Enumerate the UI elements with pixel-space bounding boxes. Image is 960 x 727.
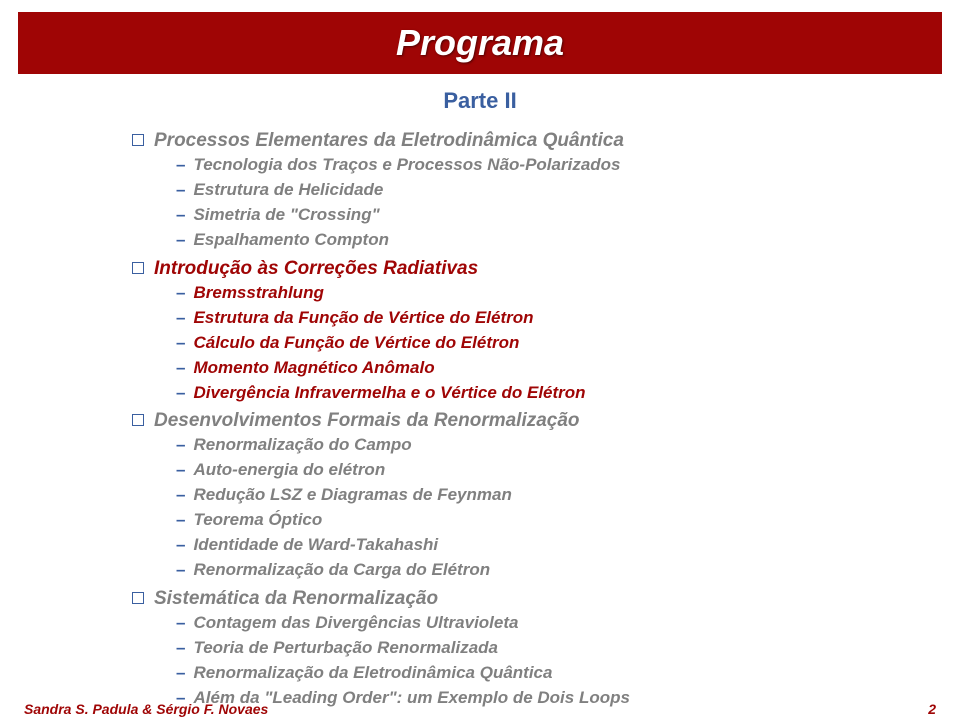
section-heading: Sistemática da Renormalização: [132, 588, 960, 610]
item-text: Cálculo da Função de Vértice do Elétron: [193, 332, 519, 355]
outline-item: –Contagem das Divergências Ultravioleta: [176, 612, 960, 635]
outline-item: –Redução LSZ e Diagramas de Feynman: [176, 484, 960, 507]
item-text: Tecnologia dos Traços e Processos Não-Po…: [193, 154, 620, 177]
item-text: Teorema Óptico: [193, 509, 322, 532]
dash-icon: –: [176, 230, 185, 250]
item-text: Divergência Infravermelha e o Vértice do…: [193, 382, 585, 405]
dash-icon: –: [176, 435, 185, 455]
outline-item: –Teorema Óptico: [176, 509, 960, 532]
dash-icon: –: [176, 383, 185, 403]
item-text: Renormalização do Campo: [193, 434, 411, 457]
dash-icon: –: [176, 535, 185, 555]
item-text: Redução LSZ e Diagramas de Feynman: [193, 484, 511, 507]
outline-item: –Identidade de Ward-Takahashi: [176, 534, 960, 557]
outline-item: –Teoria de Perturbação Renormalizada: [176, 637, 960, 660]
square-bullet-icon: [132, 414, 144, 426]
section-label: Desenvolvimentos Formais da Renormalizaç…: [154, 410, 580, 432]
section-heading: Introdução às Correções Radiativas: [132, 258, 960, 280]
outline-item: –Momento Magnético Anômalo: [176, 357, 960, 380]
square-bullet-icon: [132, 592, 144, 604]
outline-item: –Estrutura de Helicidade: [176, 179, 960, 202]
section-heading: Processos Elementares da Eletrodinâmica …: [132, 130, 960, 152]
item-text: Identidade de Ward-Takahashi: [193, 534, 438, 557]
page-title: Programa: [396, 22, 564, 64]
dash-icon: –: [176, 155, 185, 175]
section-label: Processos Elementares da Eletrodinâmica …: [154, 130, 624, 152]
dash-icon: –: [176, 358, 185, 378]
item-text: Auto-energia do elétron: [193, 459, 385, 482]
item-text: Renormalização da Eletrodinâmica Quântic…: [193, 662, 552, 685]
dash-icon: –: [176, 283, 185, 303]
subtitle: Parte II: [0, 88, 960, 114]
item-text: Bremsstrahlung: [193, 282, 323, 305]
item-text: Estrutura da Função de Vértice do Elétro…: [193, 307, 533, 330]
outline-item: –Espalhamento Compton: [176, 229, 960, 252]
outline-item: –Tecnologia dos Traços e Processos Não-P…: [176, 154, 960, 177]
dash-icon: –: [176, 638, 185, 658]
outline-item: –Renormalização da Eletrodinâmica Quânti…: [176, 662, 960, 685]
outline-item: –Bremsstrahlung: [176, 282, 960, 305]
content-area: Parte II Processos Elementares da Eletro…: [0, 74, 960, 710]
section-heading: Desenvolvimentos Formais da Renormalizaç…: [132, 410, 960, 432]
outline-item: –Simetria de "Crossing": [176, 204, 960, 227]
dash-icon: –: [176, 613, 185, 633]
dash-icon: –: [176, 308, 185, 328]
square-bullet-icon: [132, 262, 144, 274]
outline: Processos Elementares da Eletrodinâmica …: [132, 130, 960, 710]
item-text: Estrutura de Helicidade: [193, 179, 383, 202]
item-text: Espalhamento Compton: [193, 229, 389, 252]
outline-item: –Renormalização da Carga do Elétron: [176, 559, 960, 582]
dash-icon: –: [176, 180, 185, 200]
dash-icon: –: [176, 460, 185, 480]
outline-item: –Estrutura da Função de Vértice do Elétr…: [176, 307, 960, 330]
dash-icon: –: [176, 485, 185, 505]
item-text: Contagem das Divergências Ultravioleta: [193, 612, 518, 635]
outline-item: –Divergência Infravermelha e o Vértice d…: [176, 382, 960, 405]
item-text: Momento Magnético Anômalo: [193, 357, 434, 380]
item-text: Renormalização da Carga do Elétron: [193, 559, 490, 582]
dash-icon: –: [176, 663, 185, 683]
section-label: Introdução às Correções Radiativas: [154, 258, 478, 280]
square-bullet-icon: [132, 134, 144, 146]
dash-icon: –: [176, 510, 185, 530]
dash-icon: –: [176, 205, 185, 225]
dash-icon: –: [176, 333, 185, 353]
item-text: Simetria de "Crossing": [193, 204, 379, 227]
item-text: Teoria de Perturbação Renormalizada: [193, 637, 498, 660]
outline-item: –Renormalização do Campo: [176, 434, 960, 457]
outline-item: –Cálculo da Função de Vértice do Elétron: [176, 332, 960, 355]
title-bar: Programa: [18, 12, 942, 74]
dash-icon: –: [176, 560, 185, 580]
section-label: Sistemática da Renormalização: [154, 588, 438, 610]
outline-item: –Auto-energia do elétron: [176, 459, 960, 482]
